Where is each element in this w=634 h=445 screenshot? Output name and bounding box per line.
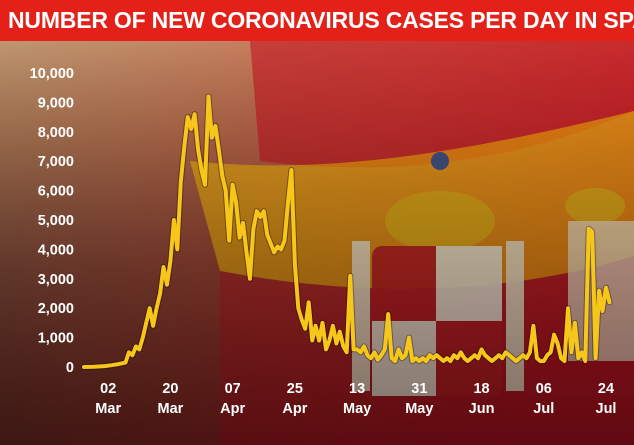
chart-title: NUMBER OF NEW CORONAVIRUS CASES PER DAY … xyxy=(0,0,634,41)
x-tick-month: Mar xyxy=(95,401,121,417)
x-tick-day: 25 xyxy=(287,381,303,397)
background-flag-art xyxy=(0,41,634,445)
x-tick-day: 24 xyxy=(598,381,614,397)
series-line xyxy=(82,94,612,369)
x-tick-day: 07 xyxy=(225,381,241,397)
x-tick-day: 13 xyxy=(349,381,365,397)
x-tick-month: Apr xyxy=(220,401,245,417)
y-tick-label: 6,000 xyxy=(38,184,74,200)
x-tick-day: 20 xyxy=(162,381,178,397)
x-tick-month: Mar xyxy=(158,401,184,417)
y-tick-label: 8,000 xyxy=(38,125,74,141)
y-tick-label: 10,000 xyxy=(30,66,74,82)
x-tick-month: Jun xyxy=(469,401,495,417)
y-tick-label: 7,000 xyxy=(38,154,74,170)
y-axis: 0 1,000 2,000 3,000 4,000 5,000 6,000 7,000 8,00… xyxy=(30,66,74,376)
y-tick-label: 3,000 xyxy=(38,272,74,288)
x-tick-day: 06 xyxy=(536,381,552,397)
y-tick-label: 0 xyxy=(66,360,74,376)
x-tick-day: 18 xyxy=(473,381,489,397)
series-layer xyxy=(81,93,613,370)
y-tick-label: 5,000 xyxy=(38,213,74,229)
x-tick-month: May xyxy=(343,401,371,417)
x-tick-month: Jul xyxy=(596,401,617,417)
y-tick-label: 2,000 xyxy=(38,301,74,317)
x-tick-day: 31 xyxy=(411,381,427,397)
y-tick-label: 9,000 xyxy=(38,95,74,111)
x-tick-day: 02 xyxy=(100,381,116,397)
x-tick-month: May xyxy=(405,401,433,417)
x-tick-month: Apr xyxy=(282,401,307,417)
x-axis: 02 Mar 20 Mar 07 Apr 25 Apr 13 May 31 May 18 Jun 06 Jul… xyxy=(95,381,616,417)
y-tick-label: 4,000 xyxy=(38,242,74,258)
y-tick-label: 1,000 xyxy=(38,331,74,347)
x-tick-month: Jul xyxy=(533,401,554,417)
line-chart: 0 1,000 2,000 3,000 4,000 5,000 6,000 7,000 8,00… xyxy=(0,41,634,445)
